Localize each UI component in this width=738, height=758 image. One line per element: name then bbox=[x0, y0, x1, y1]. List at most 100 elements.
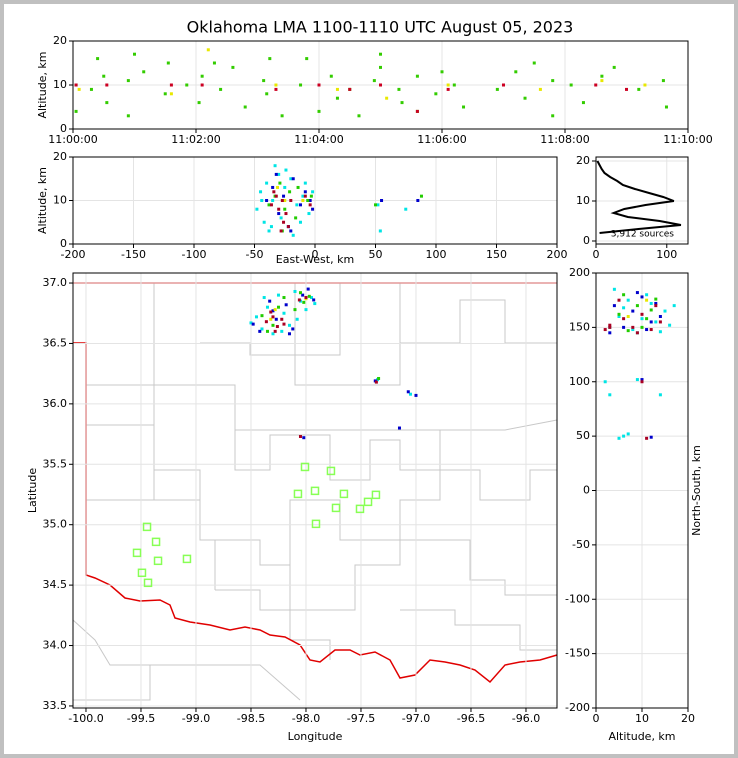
source-point bbox=[626, 315, 630, 318]
source-point bbox=[661, 79, 665, 83]
x-tick-label: 100 bbox=[656, 248, 677, 261]
x-tick-label: -100.0 bbox=[68, 712, 103, 725]
county-lines bbox=[86, 384, 558, 431]
source-point bbox=[645, 293, 649, 297]
source-point bbox=[272, 190, 276, 194]
y-tick-label: 20 bbox=[53, 34, 67, 47]
source-point bbox=[663, 309, 667, 313]
source-point bbox=[308, 199, 312, 202]
county-lines bbox=[72, 619, 301, 701]
x-tick-label: -50 bbox=[246, 248, 264, 261]
source-point bbox=[440, 70, 444, 74]
source-point bbox=[635, 331, 639, 335]
source-point bbox=[260, 327, 264, 331]
marks bbox=[596, 160, 682, 234]
source-point bbox=[269, 310, 273, 314]
source-point bbox=[378, 229, 382, 233]
source-point bbox=[280, 199, 284, 202]
source-point bbox=[77, 87, 81, 91]
panel: 0 100 0 10 20 3,912 sources bbox=[576, 154, 689, 261]
source-point bbox=[617, 312, 621, 316]
source-point bbox=[317, 83, 321, 87]
source-point bbox=[269, 225, 273, 229]
station bbox=[143, 578, 153, 588]
source-point bbox=[267, 203, 271, 207]
x-tick-label: 11:04:00 bbox=[294, 133, 343, 146]
source-point bbox=[622, 293, 626, 297]
axes-frame bbox=[595, 156, 689, 245]
source-point bbox=[649, 328, 653, 332]
source-point bbox=[206, 48, 210, 52]
source-point bbox=[640, 325, 644, 329]
x-tick-label: 10 bbox=[635, 712, 649, 725]
source-point bbox=[380, 199, 384, 202]
source-point bbox=[74, 83, 78, 87]
source-point bbox=[335, 87, 339, 91]
x-tick-label: -100 bbox=[182, 248, 207, 261]
source-point bbox=[265, 305, 269, 309]
source-point bbox=[631, 325, 635, 329]
source-point bbox=[603, 328, 607, 332]
source-point bbox=[283, 185, 287, 189]
source-point bbox=[658, 315, 662, 318]
station bbox=[331, 503, 341, 513]
source-point bbox=[668, 323, 672, 327]
x-tick-label: 11:00:00 bbox=[48, 133, 97, 146]
x-tick-label: 0 bbox=[593, 248, 600, 261]
y-tick-label: 37.0 bbox=[43, 276, 68, 289]
source-point bbox=[282, 220, 286, 224]
source-point bbox=[658, 393, 662, 397]
source-point bbox=[262, 220, 266, 224]
source-point bbox=[408, 392, 412, 396]
source-point bbox=[262, 296, 266, 300]
x-tick-label: -98.0 bbox=[292, 712, 320, 725]
source-point bbox=[374, 380, 378, 384]
canvas bbox=[4, 4, 734, 754]
y-tick-label: 10 bbox=[576, 194, 590, 207]
county-lines bbox=[215, 589, 331, 660]
x-tick-label: 20 bbox=[681, 712, 695, 725]
annotation: 3,912 sources bbox=[611, 230, 675, 240]
x-axis-label: Longitude bbox=[288, 730, 343, 743]
station bbox=[355, 504, 365, 514]
source-point bbox=[280, 329, 284, 333]
source-point bbox=[622, 434, 626, 438]
source-point bbox=[275, 185, 279, 189]
source-point bbox=[298, 434, 302, 438]
source-point bbox=[279, 229, 283, 233]
source-point bbox=[617, 436, 621, 440]
x-tick-label: 150 bbox=[486, 248, 507, 261]
source-point bbox=[303, 181, 307, 185]
source-point bbox=[291, 233, 295, 237]
source-point bbox=[594, 83, 598, 87]
source-point bbox=[649, 320, 653, 324]
source-point bbox=[414, 393, 418, 397]
y-tick-label: -150 bbox=[565, 647, 590, 660]
y-tick-label: 100 bbox=[569, 375, 590, 388]
source-point bbox=[514, 70, 518, 74]
y-tick-label: 0 bbox=[583, 484, 590, 497]
source-point bbox=[608, 323, 612, 327]
source-point bbox=[654, 320, 658, 324]
source-point bbox=[258, 329, 262, 333]
source-point bbox=[265, 329, 269, 333]
source-point bbox=[200, 74, 204, 78]
source-point bbox=[102, 74, 106, 78]
y-tick-label: -100 bbox=[565, 592, 590, 605]
x-tick-label: 0 bbox=[593, 712, 600, 725]
source-point bbox=[273, 164, 277, 168]
source-point bbox=[400, 101, 404, 105]
source-point bbox=[278, 181, 282, 185]
source-point bbox=[289, 199, 293, 202]
source-point bbox=[305, 57, 309, 61]
x-tick-label: 100 bbox=[426, 248, 447, 261]
source-point bbox=[273, 329, 277, 333]
source-point bbox=[287, 323, 291, 327]
source-point bbox=[301, 194, 305, 198]
y-tick-label: 0 bbox=[60, 122, 67, 135]
x-tick-label: 11:10:00 bbox=[663, 133, 712, 146]
y-tick-label: -200 bbox=[565, 701, 590, 714]
source-point bbox=[260, 199, 264, 202]
source-point bbox=[282, 194, 286, 198]
source-point bbox=[658, 330, 662, 334]
